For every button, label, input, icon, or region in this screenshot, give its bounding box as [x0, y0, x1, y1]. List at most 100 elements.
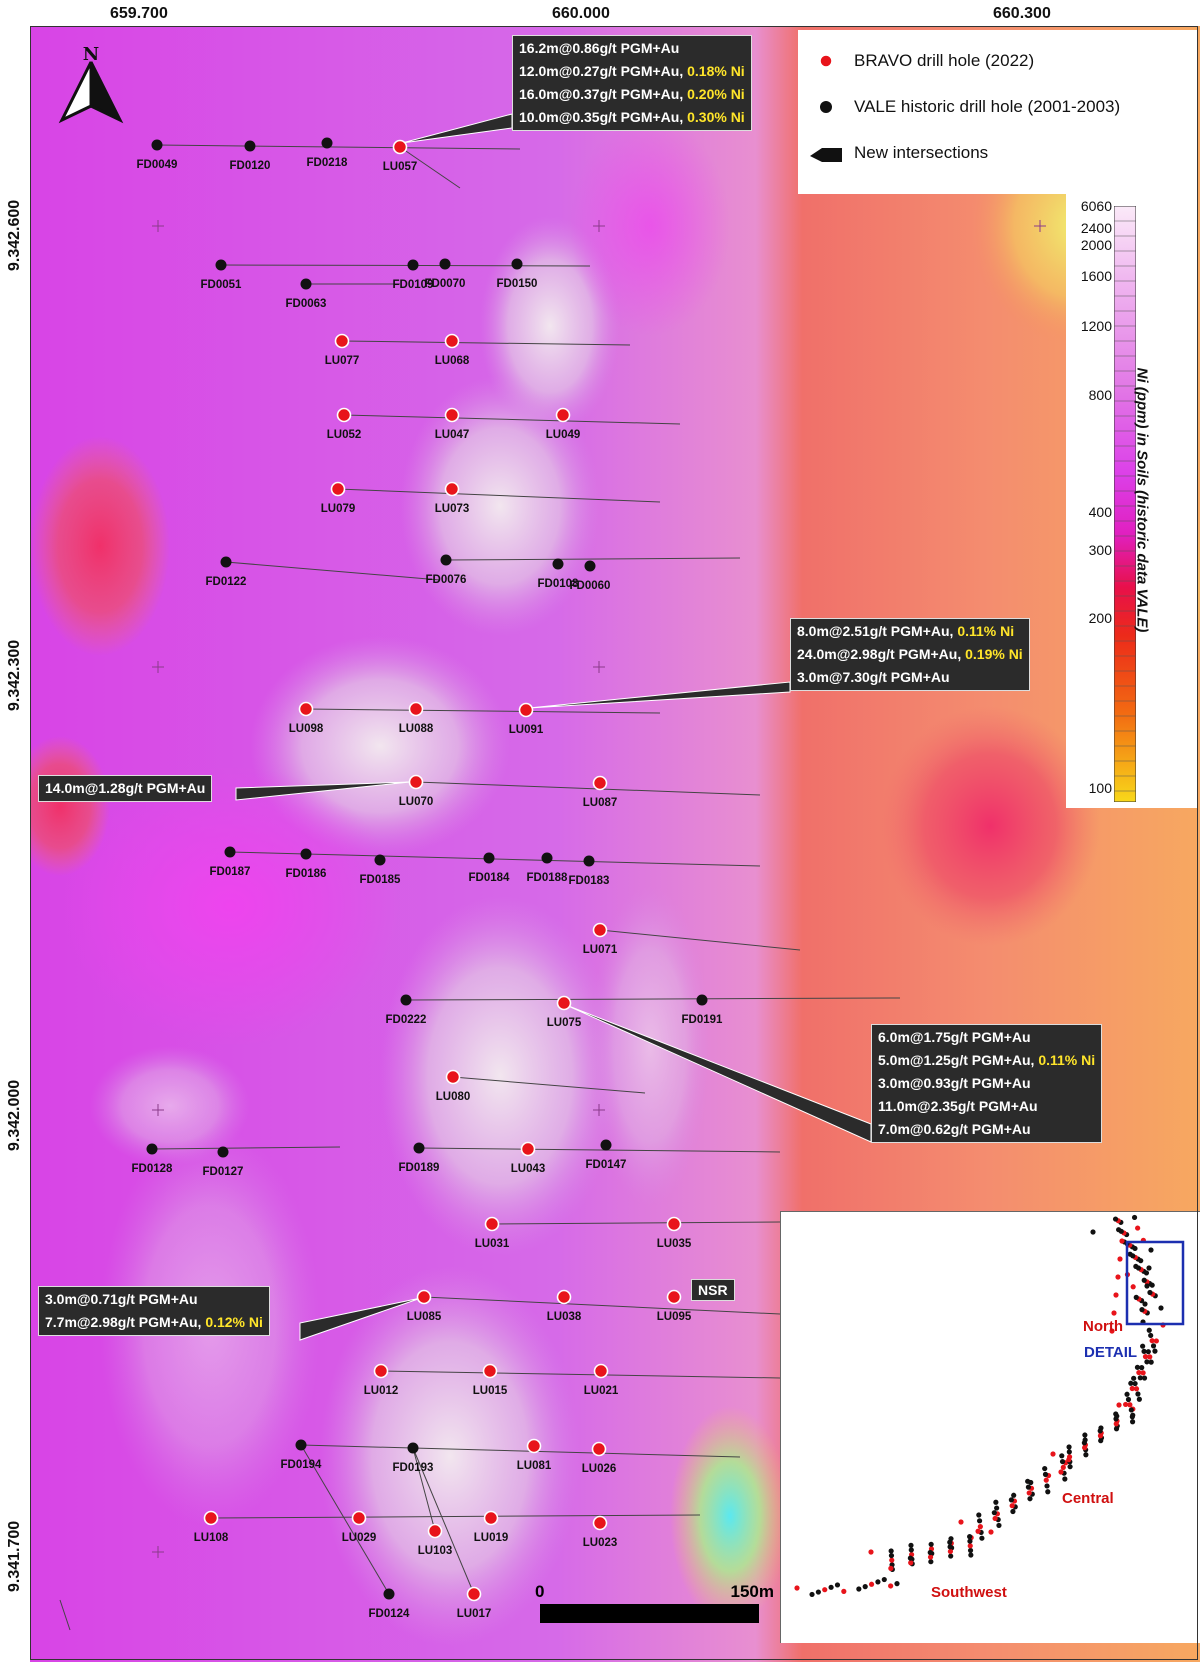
- hole-label: FD0185: [360, 874, 402, 886]
- x-axis-label-660300: 660.300: [993, 5, 1051, 22]
- hole-label: FD0124: [369, 1608, 411, 1620]
- drill-hole-fd0128: FD0128: [132, 1143, 174, 1175]
- colorbar-tick: 200: [1088, 610, 1112, 626]
- callout-line: 3.0m@7.30g/t PGM+Au: [797, 669, 950, 685]
- hole-label: FD0184: [469, 872, 511, 884]
- drill-hole-fd0127: FD0127: [203, 1146, 244, 1178]
- drill-hole-lu091: LU091: [509, 702, 544, 736]
- hole-label: LU077: [325, 355, 360, 367]
- legend-label-vale: VALE historic drill hole (2001-2003): [854, 97, 1121, 116]
- hole-label: FD0128: [132, 1163, 174, 1175]
- colorbar-tick: 300: [1088, 542, 1112, 558]
- callout-line: 16.0m@0.37g/t PGM+Au, 0.20% Ni: [519, 86, 745, 102]
- intersection-wedge-icon: [810, 148, 842, 162]
- nsr-badge: NSR: [691, 1279, 735, 1301]
- drill-hole-lu070: LU070: [399, 774, 434, 808]
- drill-hole-lu015: LU015: [473, 1363, 508, 1397]
- callout-line: 3.0m@0.93g/t PGM+Au: [878, 1075, 1031, 1091]
- drill-hole-fd0070: FD0070: [425, 258, 466, 290]
- drill-hole-lu012: LU012: [364, 1363, 399, 1397]
- inset-map: [794, 1214, 1185, 1598]
- drill-hole-fd0147: FD0147: [586, 1139, 627, 1171]
- drill-hole-fd0185: FD0185: [360, 854, 402, 886]
- x-axis-label-660000: 660.000: [552, 5, 610, 22]
- drill-hole-lu049: LU049: [546, 407, 580, 441]
- hole-label: FD0051: [201, 279, 243, 291]
- colorbar-tick: 1200: [1080, 318, 1112, 334]
- colorbar-tick: 100: [1088, 780, 1112, 796]
- y-axis-label-9342300: 9.342.300: [6, 639, 23, 711]
- drill-hole-fd0186: FD0186: [286, 848, 327, 880]
- drill-hole-fd0150: FD0150: [497, 258, 537, 290]
- hole-label: FD0108: [538, 578, 580, 590]
- hole-label: LU081: [517, 1460, 552, 1472]
- drill-hole-lu087: LU087: [583, 775, 618, 809]
- hole-label: LU087: [583, 797, 618, 809]
- hole-label: FD0186: [286, 868, 327, 880]
- drill-hole-fd0218: FD0218: [307, 137, 349, 169]
- hole-label: LU026: [582, 1463, 617, 1475]
- hole-label: FD0183: [569, 875, 610, 887]
- hole-label: FD0147: [586, 1159, 627, 1171]
- drill-hole-lu071: LU071: [583, 922, 618, 956]
- drill-hole-lu073: LU073: [435, 481, 470, 515]
- drill-hole-lu077: LU077: [325, 333, 360, 367]
- scale-bar-rect: [540, 1604, 759, 1623]
- hole-label: LU070: [399, 796, 434, 808]
- hole-label: LU035: [657, 1238, 692, 1250]
- hole-label: LU068: [435, 355, 470, 367]
- callout-line: 3.0m@0.71g/t PGM+Au: [45, 1291, 198, 1307]
- inset-label-detail: DETAIL: [1084, 1344, 1138, 1361]
- drill-hole-lu017: LU017: [457, 1586, 491, 1620]
- hole-label: LU071: [583, 944, 618, 956]
- hole-label: LU012: [364, 1385, 399, 1397]
- drill-hole-fd0188: FD0188: [527, 852, 568, 884]
- colorbar-tick: 1600: [1080, 268, 1112, 284]
- drill-hole-lu103: LU103: [418, 1523, 452, 1557]
- drill-hole-lu021: LU021: [584, 1363, 619, 1397]
- callout-lu057: 16.2m@0.86g/t PGM+Au 12.0m@0.27g/t PGM+A…: [512, 35, 752, 131]
- scale-bar: 0 150m: [535, 1570, 774, 1623]
- callout-line: 11.0m@2.35g/t PGM+Au: [878, 1098, 1038, 1114]
- drill-hole-fd0184: FD0184: [469, 852, 511, 884]
- drill-hole-fd0191: FD0191: [682, 994, 723, 1026]
- callout-pointer: [299, 1297, 422, 1341]
- hole-label: LU079: [321, 503, 356, 515]
- hole-label: FD0127: [203, 1166, 244, 1178]
- callout-line: 7.0m@0.62g/t PGM+Au: [878, 1121, 1031, 1137]
- hole-label: FD0194: [281, 1459, 323, 1471]
- callout-line: 8.0m@2.51g/t PGM+Au, 0.11% Ni: [797, 623, 1015, 639]
- hole-label: LU047: [435, 429, 470, 441]
- hole-label: LU073: [435, 503, 470, 515]
- drill-hole-fd0189: FD0189: [399, 1142, 439, 1174]
- scale-end-label: 150m: [730, 1582, 774, 1601]
- hole-label: FD0060: [570, 580, 611, 592]
- hole-label: LU031: [475, 1238, 510, 1250]
- hole-label: LU023: [583, 1537, 618, 1549]
- callout-line: 24.0m@2.98g/t PGM+Au, 0.19% Ni: [797, 646, 1023, 662]
- x-axis-label-659700: 659.700: [110, 5, 168, 22]
- legend-item-vale: VALE historic drill hole (2001-2003): [798, 94, 1120, 120]
- hole-label: LU043: [511, 1163, 546, 1175]
- hole-label: FD0218: [307, 157, 349, 169]
- inset-label-southwest: Southwest: [931, 1584, 1007, 1601]
- legend-item-bravo: BRAVO drill hole (2022): [798, 48, 1034, 74]
- hole-label: LU108: [194, 1532, 229, 1544]
- hole-label: LU088: [399, 723, 434, 735]
- drill-hole-fd0060: FD0060: [570, 560, 611, 592]
- y-axis-label-9342000: 9.342.000: [6, 1079, 23, 1151]
- hole-label: LU057: [383, 161, 418, 173]
- colorbar-ramp: [1114, 206, 1136, 802]
- hole-label: LU080: [436, 1091, 471, 1103]
- callout-lu070: 14.0m@1.28g/t PGM+Au: [38, 775, 213, 802]
- drill-hole-lu052: LU052: [327, 407, 361, 441]
- drill-hole-lu095: LU095: [657, 1289, 692, 1323]
- hole-label: FD0109: [393, 279, 434, 291]
- drill-hole-fd0120: FD0120: [230, 140, 270, 172]
- drill-hole-lu023: LU023: [583, 1515, 618, 1549]
- hole-label: FD0070: [425, 278, 466, 290]
- hole-label: FD0187: [210, 866, 251, 878]
- hole-label: FD0063: [286, 298, 327, 310]
- drill-hole-lu029: LU029: [342, 1510, 376, 1544]
- drill-hole-fd0049: FD0049: [137, 139, 177, 171]
